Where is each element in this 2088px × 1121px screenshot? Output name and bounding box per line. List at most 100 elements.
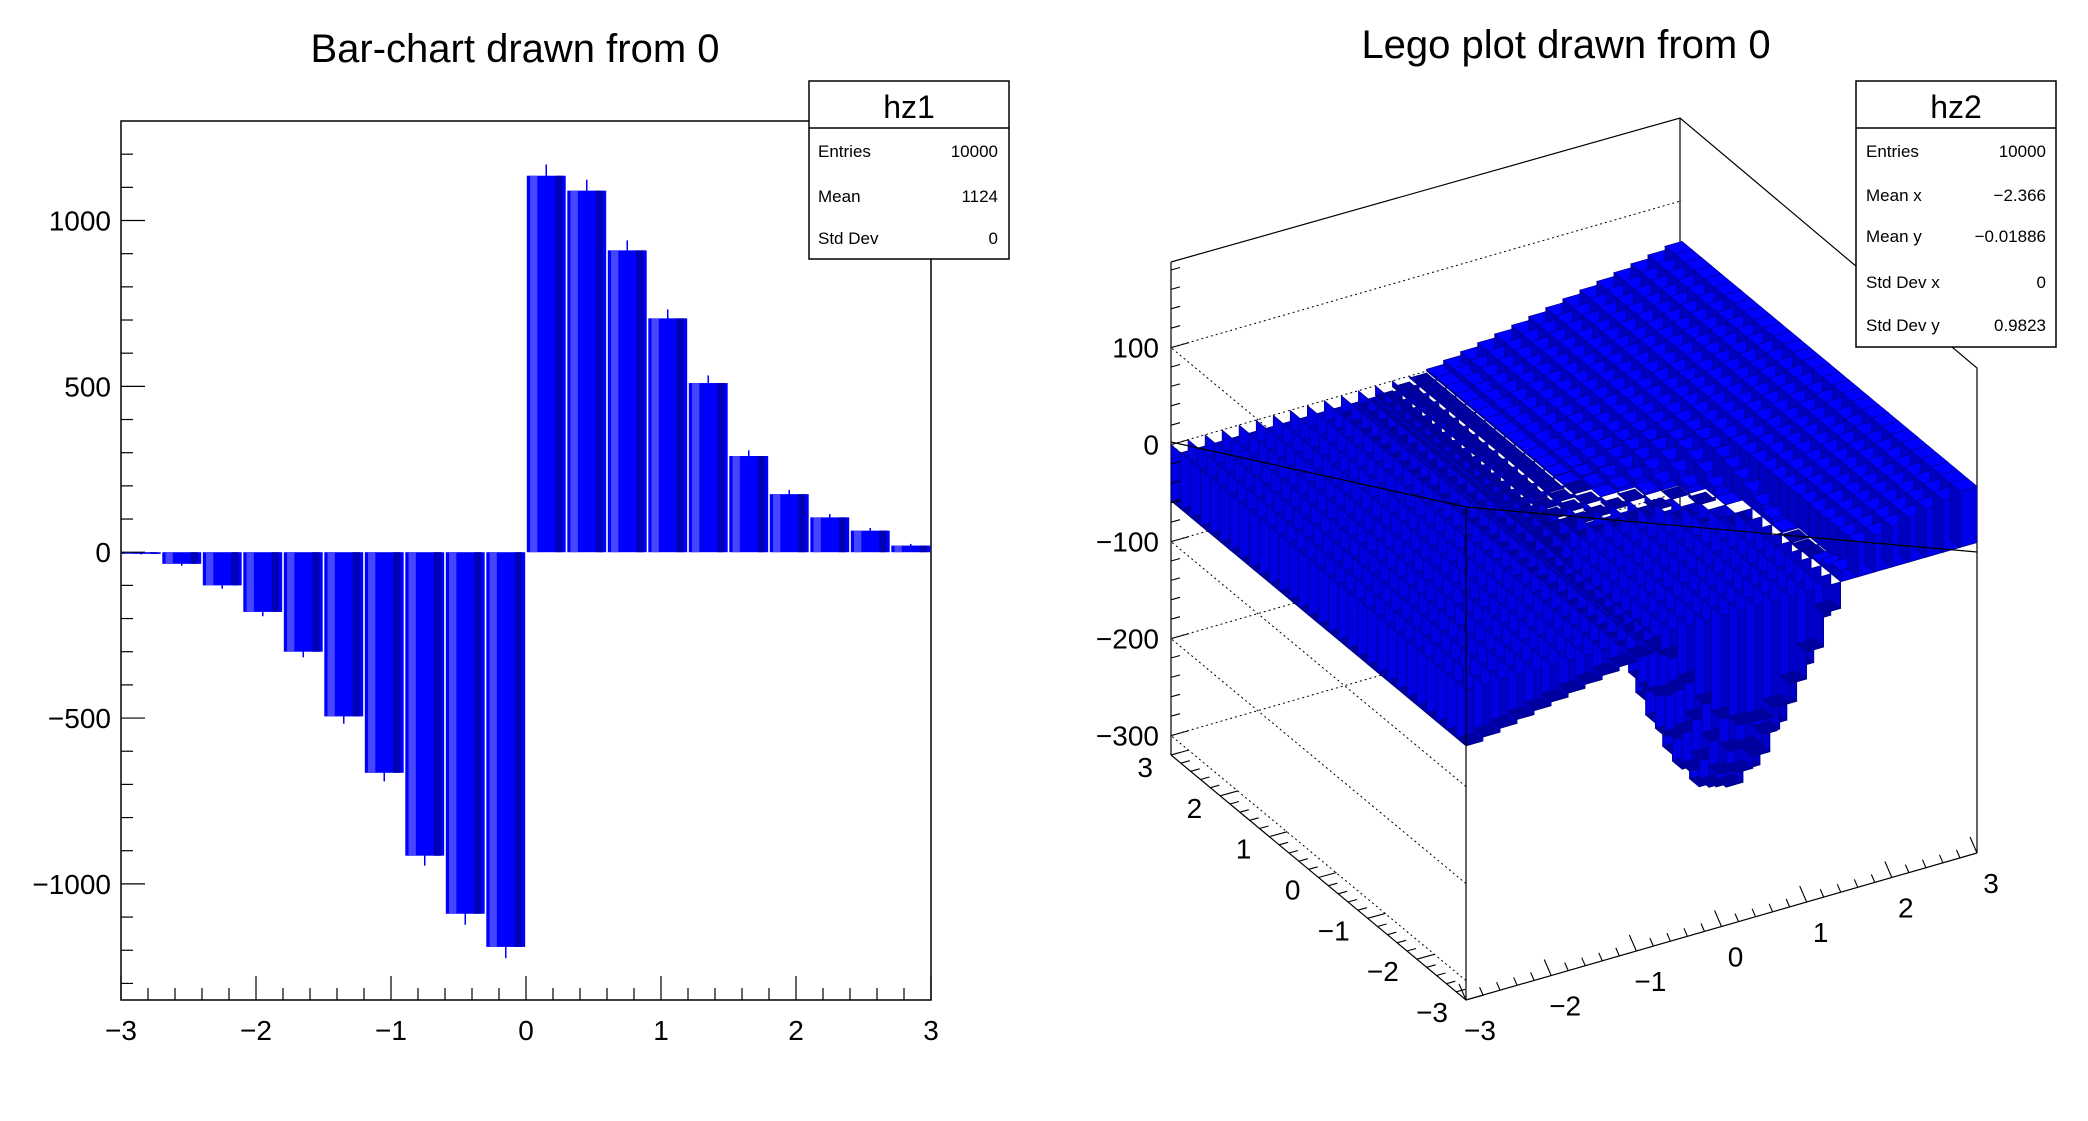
y-tick xyxy=(1269,831,1288,838)
y-tick-label: 500 xyxy=(64,371,111,402)
lego-axes xyxy=(1170,266,1978,1001)
x-tick xyxy=(1458,983,1467,1001)
z-tick xyxy=(1170,751,1181,756)
x-tick xyxy=(1734,913,1740,922)
bar-chart-error-bars xyxy=(140,164,912,959)
x-tick-label: 1 xyxy=(1813,917,1829,948)
y-tick-label: 3 xyxy=(1137,752,1153,783)
y-tick xyxy=(1298,858,1308,862)
stats-value: 0 xyxy=(989,229,998,248)
x-tick-label: −2 xyxy=(1549,991,1581,1022)
z-tick xyxy=(1170,713,1181,717)
y-tick xyxy=(1180,760,1190,764)
x-tick-label: 0 xyxy=(518,1015,534,1046)
y-tick xyxy=(1347,898,1358,903)
z-tick xyxy=(1170,460,1181,465)
x-tick xyxy=(1819,888,1825,898)
lego-cell xyxy=(1661,485,1690,501)
stats-label: Mean y xyxy=(1866,227,1922,246)
lego-cell xyxy=(1563,480,1592,495)
x-tick-label: 2 xyxy=(1898,893,1914,924)
stats-label: Std Dev y xyxy=(1866,316,1940,335)
stats-title-hz2: hz2 xyxy=(1930,89,1982,125)
z-tick xyxy=(1170,730,1190,737)
lego-plot-title: Lego plot drawn from 0 xyxy=(1361,23,1770,67)
z-tick xyxy=(1170,402,1181,407)
bar xyxy=(891,545,931,553)
z-tick-label: −200 xyxy=(1096,624,1159,655)
lego-cell xyxy=(1771,517,1800,534)
bar-chart-x-tick-labels: −3 −2 −1 0 1 2 3 xyxy=(105,1015,939,1046)
y-tick xyxy=(1328,882,1338,887)
x-tick xyxy=(1836,883,1842,893)
x-tick xyxy=(1799,885,1808,903)
lego-cell xyxy=(1536,479,1565,494)
z-tick xyxy=(1170,536,1190,543)
bar xyxy=(648,318,688,553)
x-tick-label: 2 xyxy=(788,1015,804,1046)
y-tick xyxy=(1249,817,1259,821)
stats-label: Entries xyxy=(818,142,871,161)
lego-cell xyxy=(1450,429,1479,445)
bar xyxy=(202,552,242,586)
x-tick xyxy=(1598,952,1603,962)
z-tick xyxy=(1170,286,1181,290)
bar xyxy=(324,552,364,717)
x-tick xyxy=(1884,861,1893,878)
x-tick xyxy=(1700,923,1705,932)
x-tick xyxy=(1530,972,1535,981)
y-tick-label: 0 xyxy=(1285,875,1301,906)
y-tick-label: 1 xyxy=(1236,834,1252,865)
x-tick-label: −1 xyxy=(1634,966,1666,997)
y-tick xyxy=(1465,994,1485,1001)
stats-title-hz1: hz1 xyxy=(883,89,935,125)
y-tick xyxy=(1200,776,1210,781)
bar xyxy=(769,494,809,553)
x-tick xyxy=(1479,986,1484,996)
bar xyxy=(810,517,850,553)
y-tick-label: 2 xyxy=(1187,793,1203,824)
x-tick-label: −2 xyxy=(240,1015,272,1046)
z-tick xyxy=(1170,633,1190,640)
x-tick xyxy=(1955,849,1961,859)
x-tick-label: −1 xyxy=(375,1015,407,1046)
z-tick xyxy=(1170,266,1181,271)
y-tick xyxy=(1229,800,1240,805)
lego-surface xyxy=(1170,240,1978,788)
lego-cell xyxy=(1526,471,1555,486)
x-tick-label: −3 xyxy=(105,1015,137,1046)
y-tick xyxy=(1367,912,1386,919)
bar xyxy=(162,552,202,564)
lego-cell xyxy=(1796,582,1825,653)
lego-cell xyxy=(1472,675,1501,738)
bar xyxy=(243,552,283,612)
x-tick xyxy=(1513,977,1518,986)
x-tick xyxy=(1615,947,1620,957)
lego-cell xyxy=(1949,477,1978,549)
z-tick xyxy=(1170,519,1181,523)
stats-label: Std Dev xyxy=(818,229,879,248)
bar xyxy=(121,552,161,554)
x-tick xyxy=(1904,864,1910,873)
z-tick xyxy=(1170,422,1181,426)
z-tick xyxy=(1170,674,1181,678)
stats-value: −2.366 xyxy=(1994,186,2046,205)
x-tick-label: 3 xyxy=(1983,868,1999,899)
bar xyxy=(607,250,647,553)
stats-value: 10000 xyxy=(1999,142,2046,161)
z-tick xyxy=(1170,654,1181,659)
y-tick xyxy=(1426,964,1436,968)
lego-cell xyxy=(1507,454,1536,469)
z-tick xyxy=(1170,325,1181,329)
y-tick xyxy=(1308,866,1318,870)
y-tick xyxy=(1456,988,1466,993)
y-tick xyxy=(1239,809,1249,813)
bar-chart-title: Bar-chart drawn from 0 xyxy=(310,27,719,71)
x-tick xyxy=(1649,937,1654,947)
y-tick-label: −3 xyxy=(1416,997,1448,1028)
stats-box-hz2: hz2 Entries 10000 Mean x −2.366 Mean y −… xyxy=(1855,80,2057,348)
z-tick xyxy=(1170,499,1181,504)
x-tick xyxy=(1938,854,1944,864)
x-tick-label: 1 xyxy=(653,1015,669,1046)
